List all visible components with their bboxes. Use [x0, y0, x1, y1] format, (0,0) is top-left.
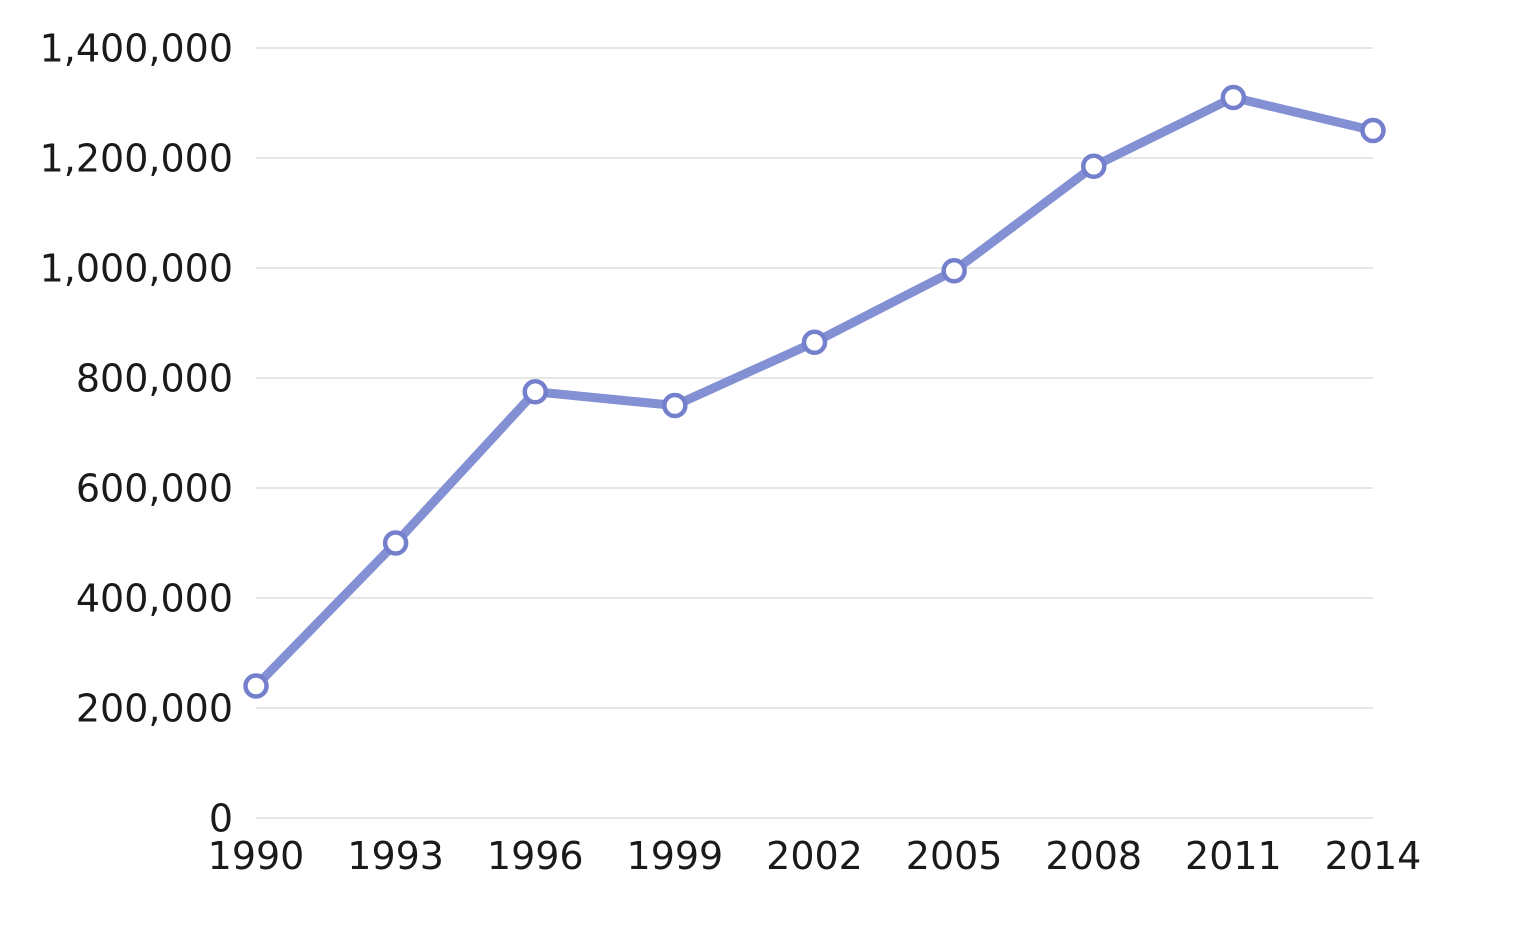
y-axis-tick-label: 800,000 — [76, 357, 233, 401]
x-axis-tick-label: 2008 — [1045, 834, 1142, 878]
x-axis-tick-label: 2002 — [766, 834, 863, 878]
y-axis-tick-label: 1,200,000 — [40, 137, 233, 181]
x-axis-tick-label: 2011 — [1185, 834, 1282, 878]
data-point-marker — [243, 673, 269, 699]
data-point-marker — [662, 392, 688, 419]
data-point-marker — [1081, 153, 1107, 179]
y-axis-tick-label: 200,000 — [76, 687, 233, 731]
y-axis-tick-label: 1,000,000 — [40, 247, 233, 291]
y-axis-tick-label: 0 — [209, 797, 233, 841]
data-point-marker — [801, 329, 828, 355]
data-point-marker — [522, 379, 548, 405]
x-axis-tick-label: 2014 — [1325, 834, 1422, 878]
data-point-marker — [941, 258, 967, 284]
y-axis-tick-label: 1,400,000 — [40, 27, 233, 71]
x-axis-tick-label: 1990 — [208, 834, 305, 878]
y-axis-tick-label: 400,000 — [76, 577, 233, 621]
data-point-marker — [1220, 84, 1247, 111]
y-axis-tick-label: 600,000 — [76, 467, 233, 511]
x-axis-tick-label: 1999 — [627, 834, 724, 878]
x-axis-tick-label: 1996 — [487, 834, 584, 878]
x-axis-tick-label: 1993 — [347, 834, 444, 878]
data-point-marker — [382, 530, 409, 556]
data-point-marker — [1360, 117, 1386, 144]
x-axis-tick-label: 2005 — [906, 834, 1003, 878]
